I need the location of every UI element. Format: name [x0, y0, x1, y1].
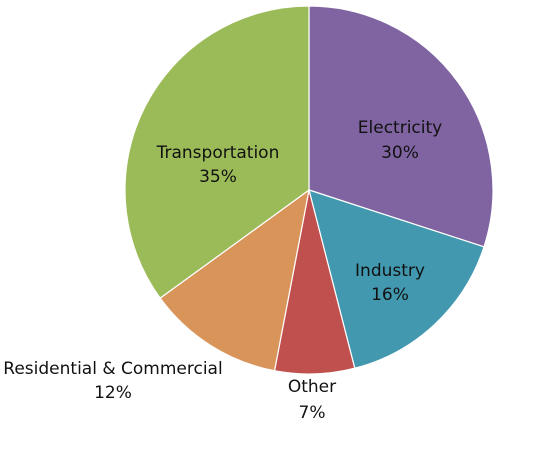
pie-labels: Electricity 30% Industry 16% Other 7% Resident… [3, 118, 442, 423]
slice-label-transportation: Transportation [156, 143, 280, 163]
slice-label-other: Other [288, 377, 336, 397]
pie-slice-industry [308, 189, 485, 369]
slice-value-label-industry: 16% [371, 285, 409, 305]
pie-slices [124, 5, 494, 375]
pie-slice-residential-and-commercial [159, 188, 310, 372]
slice-label-residential-and-commercial: Residential & Commercial [3, 359, 222, 379]
slice-value-label-residential-and-commercial: 12% [94, 383, 132, 403]
pie-slice-transportation [124, 5, 310, 299]
slice-label-industry: Industry [355, 261, 425, 281]
slice-value-label-transportation: 35% [199, 167, 237, 187]
pie-slice-electricity [308, 5, 494, 248]
slice-label-electricity: Electricity [358, 118, 442, 138]
slice-value-label-other: 7% [299, 403, 326, 423]
slice-value-label-electricity: 30% [381, 143, 419, 163]
